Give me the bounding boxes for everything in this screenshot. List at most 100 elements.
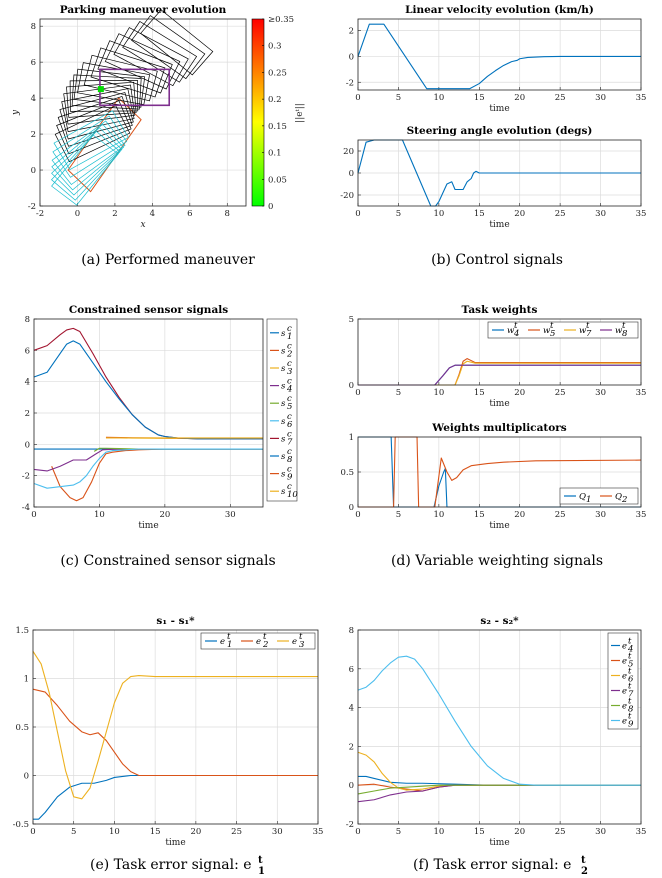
legend-box — [607, 632, 639, 730]
legend-label-sup: t — [628, 712, 632, 722]
x-tick-label: 10 — [433, 209, 444, 219]
x-tick-label: 20 — [514, 388, 525, 398]
x-tick-label: 5 — [396, 827, 401, 837]
series-line-s8 — [33, 340, 263, 440]
chart-title: Linear velocity evolution (km/h) — [405, 4, 594, 16]
plot-frame — [357, 629, 642, 825]
x-tick-label: 20 — [514, 209, 525, 219]
y-tick-label: 0 — [349, 381, 354, 391]
x-tick-label: 35 — [636, 388, 647, 398]
x-tick-label: 5 — [396, 209, 401, 219]
vehicle-footprint — [59, 92, 134, 140]
colorbar-tick-label: 0.1 — [268, 149, 282, 159]
colorbar-tick-label: 0.15 — [268, 122, 287, 132]
x-tick-label: 35 — [636, 827, 647, 837]
vehicle-footprint — [51, 123, 125, 191]
legend-label-sub: 8 — [622, 329, 628, 339]
x-tick-label: 30 — [272, 827, 283, 837]
plot-frame — [357, 18, 642, 91]
series-line-w7 — [358, 360, 641, 386]
legend-label: e — [256, 637, 261, 647]
legend-label-sup: c — [287, 341, 292, 351]
y-tick-label: 4 — [31, 94, 36, 104]
legend-label-sup: c — [287, 359, 292, 369]
legend-label-sup: c — [287, 429, 292, 439]
legend-label-sup: t — [586, 321, 590, 331]
x-tick-label: 30 — [595, 209, 606, 219]
legend-label: e — [220, 637, 225, 647]
plot-background — [358, 630, 641, 824]
x-tick-label: 4 — [150, 209, 155, 219]
legend-label-sub: 4 — [286, 385, 292, 395]
caption-f: (f) Task error signal: e t 2 — [413, 855, 588, 877]
legend-label: s — [281, 399, 286, 409]
x-tick-label: 10 — [433, 388, 444, 398]
y-tick-label: 0 — [31, 166, 36, 176]
vehicle-footprint — [51, 120, 126, 185]
colorbar-label: ||eᵗ|| — [295, 103, 305, 123]
x-tick-label: 5 — [396, 388, 401, 398]
chart-title: Weights multiplicators — [431, 422, 566, 434]
y-tick-label: -2 — [28, 202, 36, 212]
colorbar-gradient — [251, 18, 265, 207]
plot-frame — [357, 139, 642, 207]
x-tick-label: 25 — [555, 388, 566, 398]
x-tick-label: 15 — [474, 827, 485, 837]
x-tick-label: 10 — [433, 827, 444, 837]
legend-label: Q — [579, 492, 586, 502]
y-tick-label: 4 — [25, 378, 30, 388]
colorbar-tick-label: ≥0.35 — [268, 15, 294, 25]
current-position-marker — [97, 86, 104, 93]
x-tick-label: -2 — [36, 209, 44, 219]
x-tick-label: 30 — [595, 510, 606, 520]
y-tick-label: 1 — [24, 675, 29, 685]
x-axis-label: time — [165, 838, 185, 848]
vehicle-footprint — [97, 40, 173, 94]
series-line-e2 — [32, 688, 318, 777]
colorbar-tick-label: 0.05 — [268, 175, 287, 185]
plot-frame — [32, 629, 319, 825]
x-axis-label: time — [489, 220, 509, 230]
caption-e-sub: 1 — [258, 866, 265, 877]
legend-label: s — [281, 417, 286, 427]
y-axis-label: y — [11, 109, 21, 116]
legend-label-sub: 9 — [628, 720, 634, 730]
series-line-s6 — [33, 448, 263, 489]
legend-label-sub: 1 — [287, 332, 292, 342]
chart-title: Parking maneuver evolution — [60, 4, 227, 16]
legend-label-sup: t — [514, 321, 518, 331]
y-tick-label: 6 — [349, 665, 354, 675]
y-tick-label: 6 — [31, 58, 36, 68]
legend-label: s — [281, 364, 286, 374]
x-tick-label: 0 — [355, 209, 360, 219]
x-axis-label: x — [140, 220, 145, 230]
x-tick-label: 0 — [30, 827, 35, 837]
x-axis-label: time — [489, 838, 509, 848]
legend-label: e — [292, 637, 297, 647]
x-tick-label: 20 — [514, 510, 525, 520]
parking-slot-outline — [67, 97, 142, 193]
plot-background — [358, 19, 641, 90]
legend-label: e — [622, 702, 627, 712]
x-axis-label: time — [489, 104, 509, 114]
legend-label-sub: 8 — [628, 705, 634, 715]
legend-label: w — [615, 326, 623, 336]
x-tick-label: 6 — [187, 209, 192, 219]
series-line-e9 — [357, 655, 641, 786]
x-tick-label: 5 — [396, 510, 401, 520]
caption-e-sup: t — [258, 855, 263, 866]
x-tick-label: 5 — [71, 827, 76, 837]
y-tick-label: 0.5 — [15, 723, 29, 733]
legend-box — [559, 487, 639, 505]
legend-label: e — [622, 657, 627, 667]
legend-label: w — [543, 326, 551, 336]
x-tick-label: 0 — [75, 209, 80, 219]
chart-title: Constrained sensor signals — [69, 304, 228, 316]
x-tick-label: 25 — [555, 827, 566, 837]
vehicle-footprint — [63, 84, 136, 125]
legend-label: w — [579, 326, 587, 336]
legend-label-sub: 7 — [287, 437, 293, 447]
